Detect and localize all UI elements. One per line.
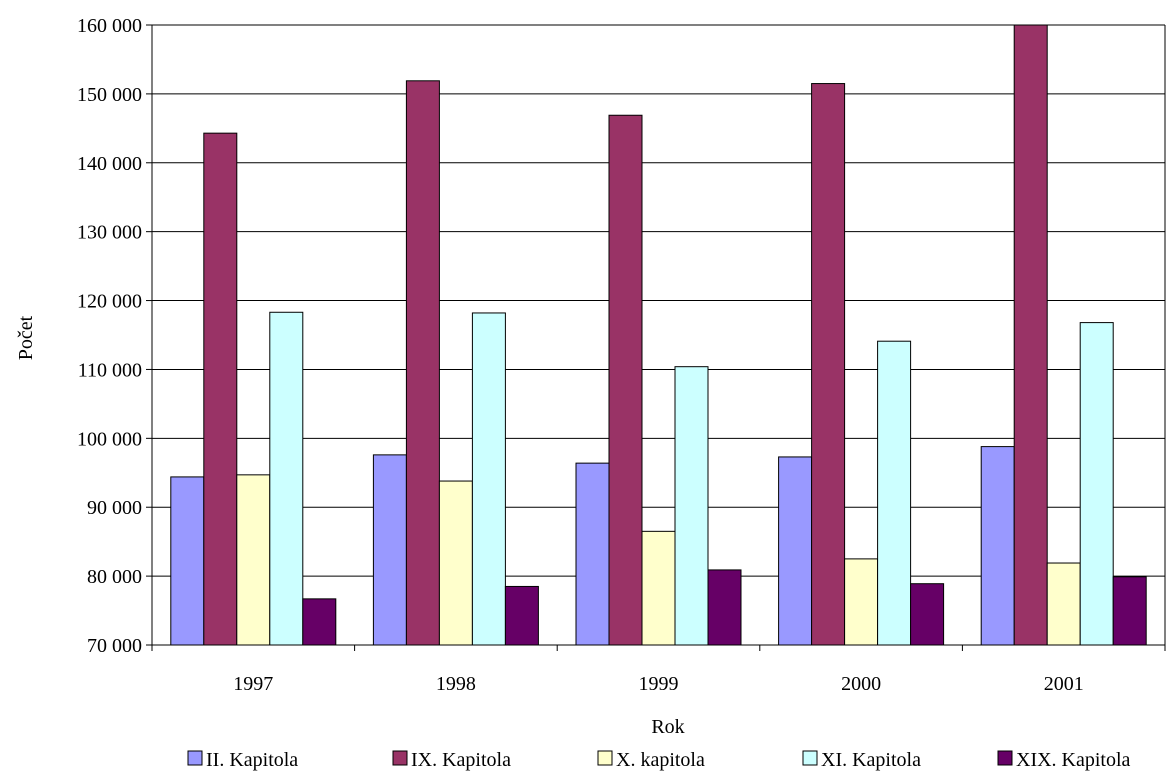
bar [504, 585, 539, 646]
y-tick-label: 160 000 [77, 15, 142, 37]
legend-swatch [187, 750, 203, 766]
bar [778, 456, 813, 646]
legend-label: XI. Kapitola [821, 749, 921, 771]
bar [980, 446, 1015, 646]
legend-label: X. kapitola [616, 749, 705, 771]
bar [170, 476, 205, 646]
bar [811, 83, 846, 646]
bar [608, 114, 643, 646]
bar [302, 598, 337, 646]
x-tick-label: 2000 [841, 673, 881, 695]
y-tick-label: 120 000 [77, 291, 142, 313]
x-tick-labels: 1997 1998 1999 2000 2001 [151, 645, 1166, 695]
y-tick-label: 140 000 [77, 153, 142, 175]
bar [707, 569, 742, 646]
y-axis-title: Počet [15, 315, 37, 360]
legend-label: IX. Kapitola [411, 749, 511, 771]
bar [674, 366, 709, 646]
x-tick-label: 1997 [233, 673, 273, 695]
bar [910, 583, 945, 646]
y-tick-label: 150 000 [77, 84, 142, 106]
x-tick-label: 2001 [1044, 673, 1084, 695]
bar [575, 462, 610, 646]
legend-swatch [802, 750, 818, 766]
y-tick-label: 130 000 [77, 222, 142, 244]
y-tick-label: 70 000 [87, 635, 142, 657]
bar [471, 312, 506, 646]
bar [236, 474, 271, 646]
bar [203, 132, 238, 646]
bar [438, 480, 473, 646]
bar [1013, 24, 1048, 646]
bar [844, 558, 879, 646]
bar [877, 340, 912, 646]
legend-swatch [997, 750, 1013, 766]
y-tick-label: 80 000 [87, 566, 142, 588]
bar [641, 530, 676, 646]
bar [405, 80, 440, 646]
y-tick-label: 90 000 [87, 497, 142, 519]
bar [372, 454, 407, 646]
legend-label: XIX. Kapitola [1016, 749, 1131, 771]
bar [1046, 562, 1081, 646]
bars [170, 24, 1147, 646]
x-tick-label: 1998 [436, 673, 476, 695]
legend-label: II. Kapitola [206, 749, 298, 771]
legend-swatch [392, 750, 408, 766]
axes [151, 25, 1166, 646]
y-tick-labels: 70 000 80 000 90 000 100 000 110 000 120 000 1… [77, 15, 142, 657]
bar [1079, 322, 1114, 646]
bar [269, 311, 304, 646]
y-tick-label: 110 000 [78, 359, 142, 381]
y-tick-label: 100 000 [77, 428, 142, 450]
x-axis-title: Rok [651, 716, 684, 738]
gridlines [146, 24, 1165, 646]
legend-swatch [597, 750, 613, 766]
bar [1112, 576, 1147, 646]
x-tick-label: 1999 [639, 673, 679, 695]
legend: II. Kapitola IX. Kapitola X. kapitola XI. K… [187, 749, 1131, 771]
